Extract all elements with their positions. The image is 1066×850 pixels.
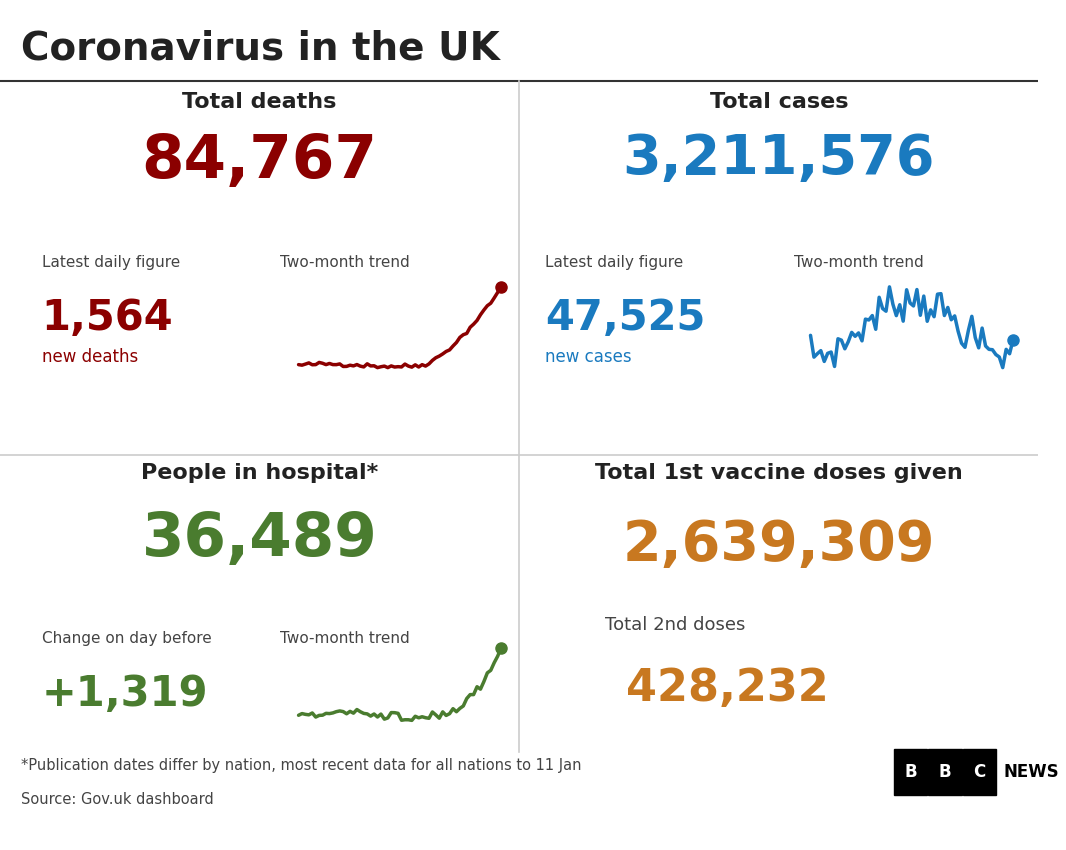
Text: B: B — [904, 762, 917, 781]
Text: 1,564: 1,564 — [42, 298, 173, 339]
Text: Total deaths: Total deaths — [182, 92, 337, 112]
Text: Latest daily figure: Latest daily figure — [42, 255, 180, 270]
Text: 47,525: 47,525 — [545, 298, 706, 339]
Text: C: C — [973, 762, 985, 781]
Text: NEWS: NEWS — [1003, 762, 1059, 781]
Text: Latest daily figure: Latest daily figure — [545, 255, 683, 270]
Text: People in hospital*: People in hospital* — [141, 463, 378, 484]
Text: 36,489: 36,489 — [142, 510, 377, 569]
Text: 428,232: 428,232 — [626, 667, 828, 711]
Text: Total 1st vaccine doses given: Total 1st vaccine doses given — [595, 463, 963, 484]
Text: Total 2nd doses: Total 2nd doses — [604, 616, 745, 634]
FancyBboxPatch shape — [963, 749, 996, 795]
Text: +1,319: +1,319 — [42, 673, 208, 715]
Text: Two-month trend: Two-month trend — [280, 255, 410, 270]
Text: 2,639,309: 2,639,309 — [623, 518, 935, 573]
Text: Two-month trend: Two-month trend — [280, 631, 410, 646]
Text: *Publication dates differ by nation, most recent data for all nations to 11 Jan: *Publication dates differ by nation, mos… — [20, 758, 581, 774]
Text: Source: Gov.uk dashboard: Source: Gov.uk dashboard — [20, 792, 213, 808]
Text: Total cases: Total cases — [710, 92, 849, 112]
FancyBboxPatch shape — [928, 749, 962, 795]
Text: B: B — [939, 762, 951, 781]
Text: new cases: new cases — [545, 348, 632, 366]
Text: new deaths: new deaths — [42, 348, 138, 366]
Text: Change on day before: Change on day before — [42, 631, 211, 646]
Text: Two-month trend: Two-month trend — [794, 255, 924, 270]
Text: Coronavirus in the UK: Coronavirus in the UK — [20, 30, 500, 68]
FancyBboxPatch shape — [894, 749, 927, 795]
Text: 3,211,576: 3,211,576 — [623, 132, 935, 186]
Text: 84,767: 84,767 — [142, 132, 377, 190]
